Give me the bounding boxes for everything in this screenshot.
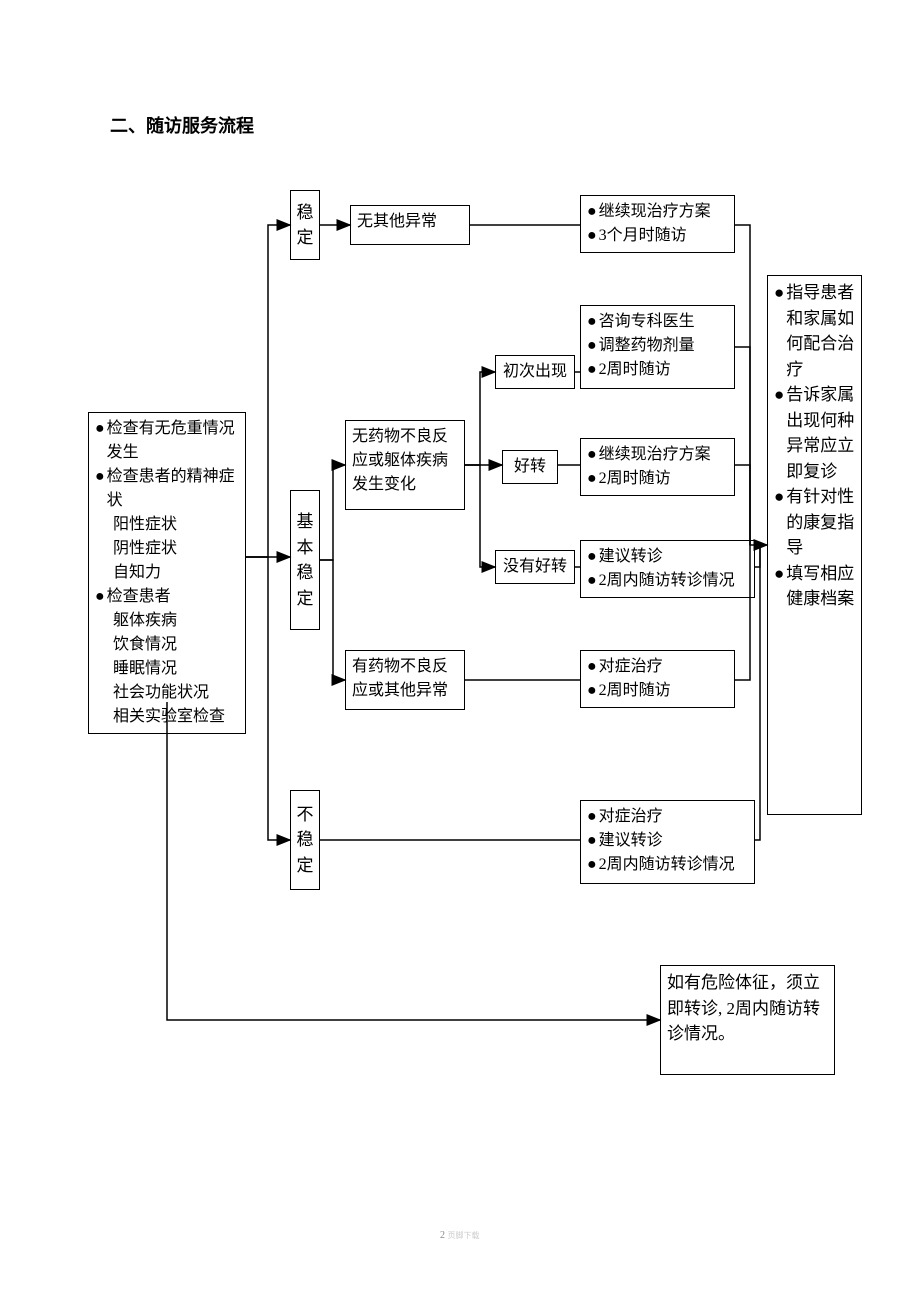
section-title: 二、随访服务流程 (110, 112, 254, 138)
node-result-stable: ●继续现治疗方案●3个月时随访 (580, 195, 735, 253)
footer-page: 2 (440, 1230, 445, 1241)
node-first-appear: 初次出现 (495, 355, 575, 389)
node-stable: 稳定 (290, 190, 320, 260)
page-footer: 2 页脚下载 (440, 1230, 480, 1241)
node-result-unstable: ●对症治疗●建议转诊●2周内随访转诊情况 (580, 800, 755, 884)
node-result-better: ●继续现治疗方案●2周时随访 (580, 438, 735, 496)
node-danger: 如有危险体征，须立即转诊, 2周内随访转诊情况。 (660, 965, 835, 1075)
node-no-drug-reaction: 无药物不良反应或躯体疾病发生变化 (345, 420, 465, 510)
node-no-other-abnormal: 无其他异常 (350, 205, 470, 245)
node-basic-stable: 基本稳定 (290, 490, 320, 630)
node-result-first: ●咨询专科医生●调整药物剂量●2周时随访 (580, 305, 735, 389)
node-has-drug-reaction: 有药物不良反应或其他异常 (345, 650, 465, 710)
node-unstable: 不稳定 (290, 790, 320, 890)
node-no-better: 没有好转 (495, 550, 575, 584)
node-guidance: ●指导患者和家属如何配合治疗●告诉家属出现何种异常应立即复诊●有针对性的康复指导… (767, 275, 862, 815)
node-result-nobetter: ●建议转诊●2周内随访转诊情况 (580, 540, 755, 598)
node-start: ●检查有无危重情况发生●检查患者的精神症状阳性症状阴性症状自知力●检查患者躯体疾… (88, 412, 246, 734)
footer-note: 页脚下载 (448, 1231, 480, 1240)
node-result-hasdrug: ●对症治疗●2周时随访 (580, 650, 735, 708)
node-better: 好转 (502, 450, 558, 484)
